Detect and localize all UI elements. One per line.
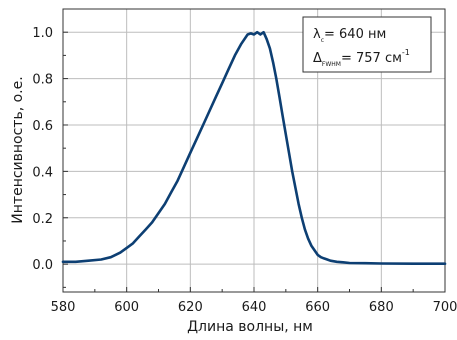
y-tick-label: 0.2 bbox=[32, 212, 53, 227]
fwhm-label: ΔFWHM= 757 см-1 bbox=[313, 48, 410, 68]
x-axis-title: Длина волны, нм bbox=[187, 319, 313, 335]
x-tick-label: 700 bbox=[433, 300, 457, 315]
y-tick-label: 0.0 bbox=[32, 258, 53, 273]
y-tick-label: 0.8 bbox=[32, 73, 53, 88]
axis-ticks bbox=[62, 8, 446, 292]
spectrum-line bbox=[61, 30, 447, 265]
annotation-box: λc= 640 нм ΔFWHM= 757 см-1 bbox=[302, 16, 432, 73]
tick-labels: 580 600 620 640 660 680 700 0.0 0.2 0.4 0.6 0.8 1.0 bbox=[32, 26, 457, 315]
y-tick-label: 1.0 bbox=[32, 26, 53, 41]
x-tick-label: 640 bbox=[242, 300, 267, 315]
grid bbox=[63, 9, 445, 292]
y-tick-label: 0.4 bbox=[32, 165, 53, 180]
x-tick-label: 620 bbox=[178, 300, 203, 315]
x-tick-label: 660 bbox=[305, 300, 330, 315]
annotation-frame bbox=[302, 16, 432, 73]
y-axis-title: Интенсивность, о.е. bbox=[10, 76, 26, 223]
y-tick-label: 0.6 bbox=[32, 119, 53, 134]
peak-wavelength-label: λc= 640 нм bbox=[313, 27, 386, 44]
x-tick-label: 600 bbox=[114, 300, 139, 315]
x-tick-label: 580 bbox=[51, 300, 76, 315]
x-tick-label: 680 bbox=[369, 300, 394, 315]
